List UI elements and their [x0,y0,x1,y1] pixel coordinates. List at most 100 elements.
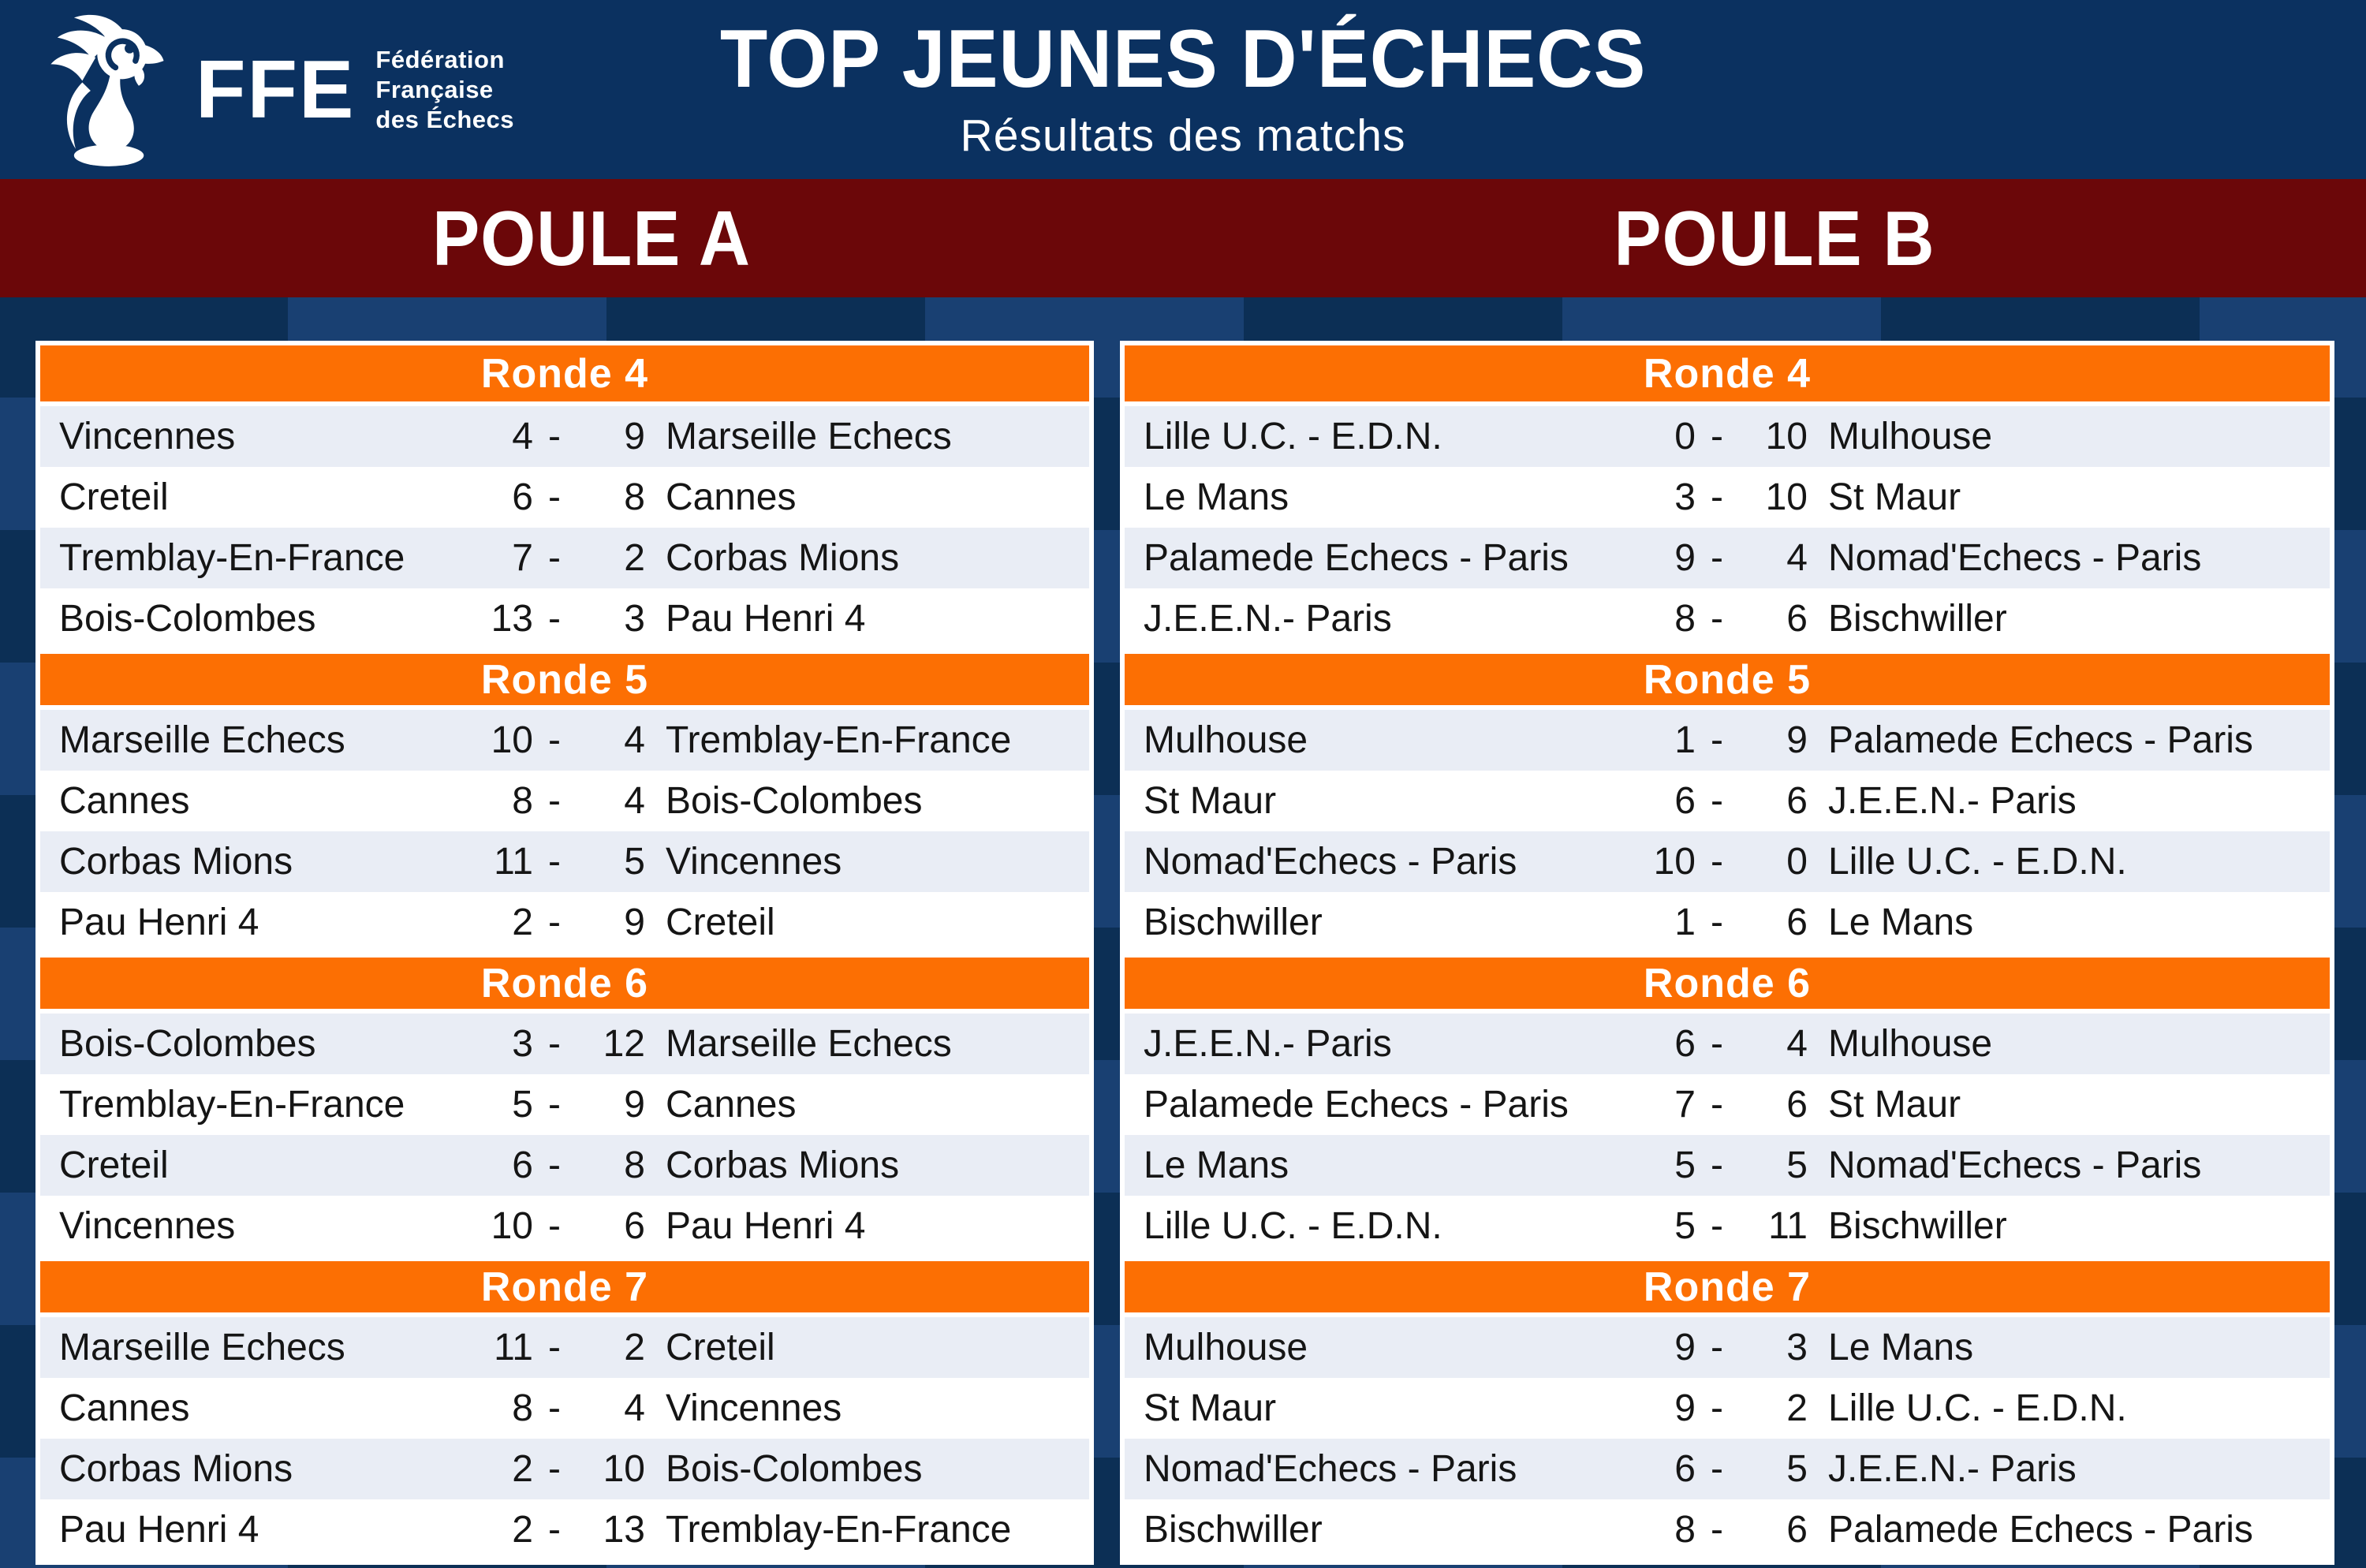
away-score: 2 [1786,1387,1808,1429]
match-row: St Maur 6-6 J.E.E.N.- Paris [1125,771,2330,831]
away-team: Marseille Echecs [666,416,952,457]
page-title: TOP JEUNES D'ÉCHECS [719,13,1647,106]
match-row: Palamede Echecs - Paris 9- 4 Nomad'Echecs -… [1125,528,2330,588]
home-team: Mulhouse [1144,1327,1308,1368]
score-separator: - [1711,1327,1723,1368]
score-separator: - [548,719,561,761]
score-separator: - [548,1327,561,1368]
match-row: Vincennes 4- 9 Marseille Echecs [40,406,1089,467]
away-score: 2 [624,537,645,579]
away-team: Nomad'Echecs - Paris [1828,537,2202,579]
away-score: 9 [624,1084,645,1126]
score-separator: - [548,902,561,943]
away-score: 9 [1786,719,1808,761]
away-score: 0 [1786,841,1808,883]
match-row: Mulhouse 9- 3 Le Mans [1125,1317,2330,1378]
score-separator: - [1711,476,1723,518]
away-score: 6 [624,1205,645,1247]
round-section: Ronde 4 Lille U.C. - E.D.N. 0-10 Mulhouse Le… [1125,345,2330,649]
home-team: Le Mans [1144,1144,1289,1186]
away-score: 9 [624,902,645,943]
match-row: Corbas Mions 2-10 Bois-Colombes [40,1439,1089,1499]
match-row: Le Mans 3-10 St Maur [1125,467,2330,528]
score-separator: - [1711,1144,1723,1186]
away-team: Bischwiller [1828,1205,2007,1247]
home-team: Marseille Echecs [59,719,345,761]
away-team: Tremblay-En-France [666,719,1012,761]
score-separator: - [1711,1084,1723,1126]
match-row: Corbas Mions 11- 5 Vincennes [40,831,1089,892]
home-team: J.E.E.N.- Paris [1144,1023,1392,1065]
away-team: Mulhouse [1828,1023,1993,1065]
away-team: J.E.E.N.- Paris [1828,780,2077,822]
away-score: 4 [624,719,645,761]
score-separator: - [548,476,561,518]
score-separator: - [548,1448,561,1490]
match-row: Pau Henri 4 2-13 Tremblay-En-France [40,1499,1089,1560]
away-score: 6 [1786,1509,1808,1551]
score-separator: - [1711,1387,1723,1429]
away-team: Bois-Colombes [666,1448,923,1490]
away-team: Lille U.C. - E.D.N. [1828,1387,2127,1429]
match-row: Marseille Echecs 10- 4 Tremblay-En-France [40,710,1089,771]
away-team: Creteil [666,1327,775,1368]
score-separator: - [548,1023,561,1065]
home-score: 3 [512,1023,533,1065]
away-score: 9 [624,416,645,457]
score-separator: - [548,780,561,822]
away-team: Cannes [666,476,797,518]
match-row: Creteil 6- 8 Corbas Mions [40,1135,1089,1196]
away-score: 4 [624,1387,645,1429]
home-score: 3 [1674,476,1696,518]
home-score: 2 [512,1448,533,1490]
away-team: Tremblay-En-France [666,1509,1012,1551]
home-score: 6 [512,1144,533,1186]
away-team: Le Mans [1828,902,1974,943]
home-score: 2 [512,902,533,943]
away-team: Bischwiller [1828,598,2007,640]
round-section: Ronde 6 Bois-Colombes 3-12 Marseille Echecs… [40,953,1089,1256]
round-header: Ronde 7 [40,1256,1089,1317]
home-score: 8 [512,1387,533,1429]
match-row: Bois-Colombes 3-12 Marseille Echecs [40,1014,1089,1074]
home-team: Mulhouse [1144,719,1308,761]
away-score: 8 [624,1144,645,1186]
away-team: Palamede Echecs - Paris [1828,1509,2253,1551]
away-team: Bois-Colombes [666,780,923,822]
home-team: Vincennes [59,1205,236,1247]
away-score: 8 [624,476,645,518]
away-team: Le Mans [1828,1327,1974,1368]
home-team: St Maur [1144,780,1277,822]
home-score: 10 [1653,841,1696,883]
away-team: St Maur [1828,476,1961,518]
away-team: Vincennes [666,841,842,883]
home-team: Creteil [59,476,169,518]
home-score: 5 [1674,1205,1696,1247]
home-score: 0 [1674,416,1696,457]
home-team: Bischwiller [1144,1509,1323,1551]
home-team: Bois-Colombes [59,1023,316,1065]
home-team: Marseille Echecs [59,1327,345,1368]
away-score: 4 [1786,1023,1808,1065]
pool-b-results-table: Ronde 4 Lille U.C. - E.D.N. 0-10 Mulhouse Le… [1120,341,2334,1565]
score-separator: - [548,841,561,883]
match-row: Creteil 6- 8 Cannes [40,467,1089,528]
home-score: 4 [512,416,533,457]
home-score: 11 [494,841,533,883]
ffe-logo: FFE Fédération Française des Échecs [41,11,514,169]
home-team: Tremblay-En-France [59,1084,405,1126]
score-separator: - [548,1387,561,1429]
away-score: 6 [1786,902,1808,943]
round-header: Ronde 4 [1125,345,2330,406]
page-subtitle: Résultats des matchs [960,110,1406,161]
home-team: Bois-Colombes [59,598,316,640]
pool-a-label: POULE A [432,194,751,282]
home-score: 8 [512,780,533,822]
away-team: Vincennes [666,1387,842,1429]
match-row: Bischwiller 1- 6 Le Mans [1125,892,2330,953]
home-score: 10 [491,1205,533,1247]
match-row: J.E.E.N.- Paris 8- 6 Bischwiller [1125,588,2330,649]
away-score: 4 [1786,537,1808,579]
home-score: 5 [512,1084,533,1126]
pool-b-label: POULE B [1614,194,1935,282]
